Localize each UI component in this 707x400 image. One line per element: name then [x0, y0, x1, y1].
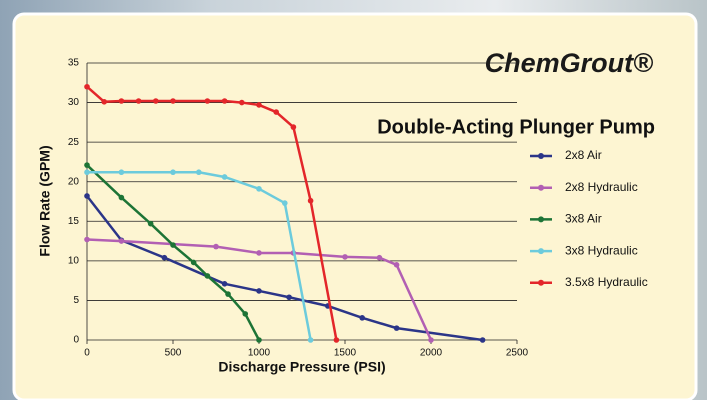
chart-title: Double-Acting Plunger Pump: [377, 116, 655, 138]
data-point: [342, 254, 348, 260]
x-tick-label: 0: [84, 348, 90, 359]
data-point: [213, 244, 219, 250]
y-tick-label: 30: [68, 97, 80, 108]
data-point: [153, 98, 159, 104]
legend-marker: [538, 185, 544, 191]
data-point: [256, 337, 262, 343]
data-point: [256, 102, 262, 108]
legend-marker: [538, 153, 544, 159]
y-tick-label: 20: [68, 176, 80, 187]
data-point: [170, 98, 176, 104]
y-tick-label: 10: [68, 255, 80, 266]
x-tick-label: 500: [165, 348, 182, 359]
data-point: [308, 198, 314, 204]
data-point: [334, 337, 340, 343]
legend-label: 2x8 Air: [565, 148, 602, 162]
data-point: [84, 193, 90, 199]
data-point: [222, 98, 228, 104]
x-tick-label: 2000: [420, 348, 443, 359]
data-point: [119, 238, 125, 244]
legend-marker: [538, 216, 544, 222]
data-point: [225, 291, 231, 297]
y-tick-label: 25: [68, 137, 80, 148]
y-tick-label: 15: [68, 216, 80, 227]
legend-label: 3x8 Air: [565, 212, 602, 226]
data-point: [428, 337, 434, 343]
data-point: [205, 98, 211, 104]
y-tick-label: 5: [73, 295, 79, 306]
data-point: [286, 294, 292, 300]
data-point: [119, 98, 125, 104]
data-point: [222, 281, 228, 287]
data-point: [222, 174, 228, 180]
data-point: [282, 200, 288, 206]
data-point: [273, 109, 279, 115]
y-tick-label: 35: [68, 58, 80, 69]
data-point: [119, 195, 125, 201]
legend-label: 2x8 Hydraulic: [565, 180, 638, 194]
x-tick-label: 2500: [506, 348, 529, 359]
data-point: [101, 99, 107, 105]
legend-marker: [538, 248, 544, 254]
chart: ChemGrout® Double-Acting Plunger Pump Di…: [0, 0, 707, 400]
data-point: [359, 315, 365, 321]
y-axis-label: Flow Rate (GPM): [37, 145, 53, 256]
data-point: [377, 255, 383, 261]
x-tick-label: 1000: [248, 348, 271, 359]
data-point: [148, 221, 154, 227]
x-tick-label: 1500: [334, 348, 357, 359]
data-point: [162, 255, 168, 261]
data-point: [84, 84, 90, 90]
data-point: [84, 169, 90, 175]
legend-marker: [538, 280, 544, 286]
data-point: [136, 98, 142, 104]
data-point: [291, 124, 297, 130]
data-point: [242, 311, 248, 317]
data-point: [119, 169, 125, 175]
legend-label: 3x8 Hydraulic: [565, 243, 638, 257]
data-point: [480, 337, 486, 343]
x-axis-label: Discharge Pressure (PSI): [218, 359, 385, 375]
data-point: [394, 325, 400, 331]
legend-label: 3.5x8 Hydraulic: [565, 275, 648, 289]
data-point: [308, 337, 314, 343]
data-point: [256, 250, 262, 256]
y-tick-label: 0: [73, 335, 79, 346]
data-point: [84, 162, 90, 168]
data-point: [191, 260, 197, 266]
data-point: [170, 242, 176, 248]
data-point: [84, 237, 90, 243]
data-point: [196, 169, 202, 175]
data-point: [394, 262, 400, 268]
data-point: [256, 186, 262, 192]
data-point: [239, 100, 245, 106]
data-point: [205, 273, 211, 279]
data-point: [170, 169, 176, 175]
data-point: [256, 288, 262, 294]
